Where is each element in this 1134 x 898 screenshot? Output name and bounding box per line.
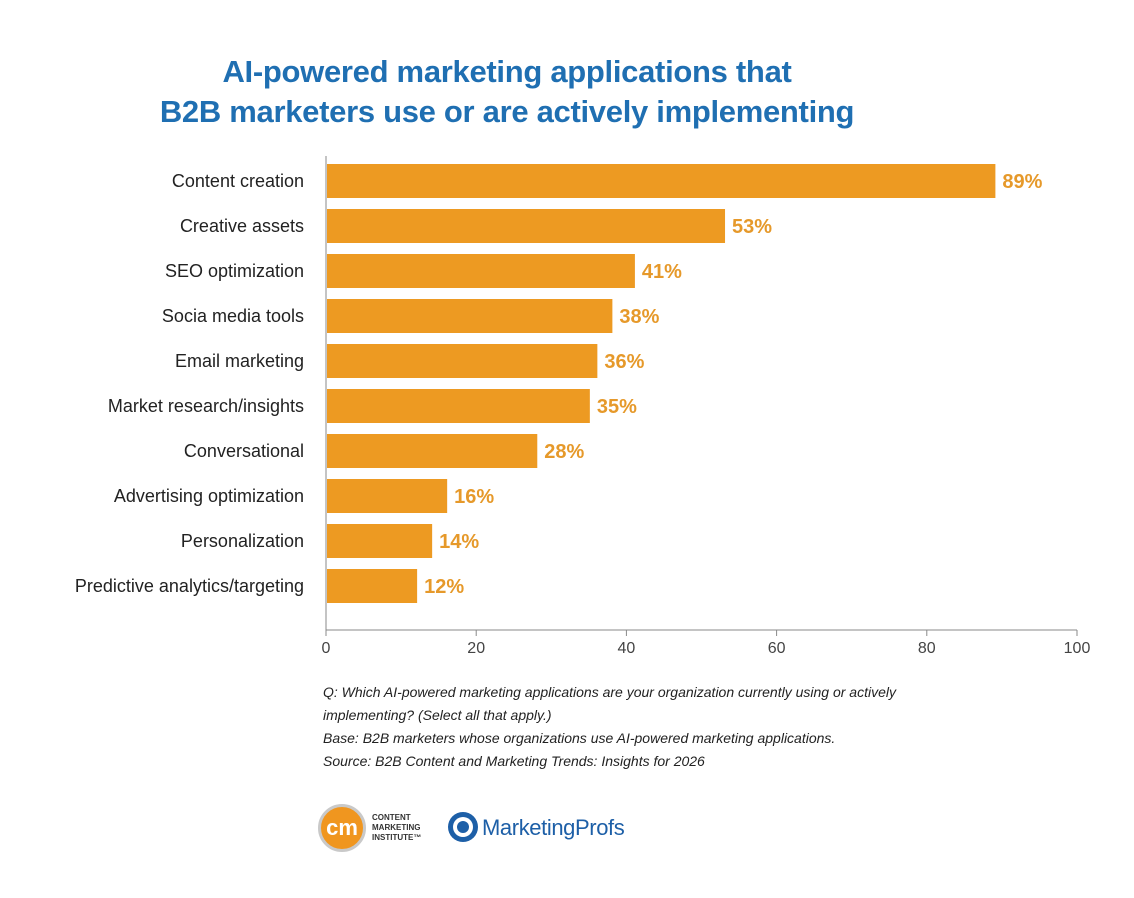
x-tick-label: 100 xyxy=(1064,640,1091,657)
category-label: Content creation xyxy=(172,171,304,191)
cmi-badge-icon: cm xyxy=(318,804,366,852)
note-question-line-2: implementing? (Select all that apply.) xyxy=(323,707,552,723)
category-label: Predictive analytics/targeting xyxy=(75,576,304,596)
x-tick-label: 40 xyxy=(618,640,636,657)
x-tick-label: 80 xyxy=(918,640,936,657)
value-label: 12% xyxy=(424,576,464,598)
value-label: 41% xyxy=(642,261,682,283)
category-label: SEO optimization xyxy=(165,261,304,281)
note-source: Source: B2B Content and Marketing Trends… xyxy=(323,753,705,769)
cmi-wordmark: CONTENT MARKETING INSTITUTE™ xyxy=(372,813,422,842)
value-label: 28% xyxy=(544,441,584,463)
x-tick-label: 20 xyxy=(467,640,485,657)
value-label: 53% xyxy=(732,216,772,238)
value-label: 36% xyxy=(604,351,644,373)
value-label: 38% xyxy=(619,306,659,328)
bar xyxy=(327,389,590,423)
chart-title: AI-powered marketing applications that B… xyxy=(0,52,1014,132)
x-tick-label: 60 xyxy=(768,640,786,657)
category-label: Advertising optimization xyxy=(114,486,304,506)
value-label: 89% xyxy=(1002,171,1042,193)
x-tick-label: 0 xyxy=(322,640,331,657)
value-label: 14% xyxy=(439,531,479,553)
bar xyxy=(327,524,433,558)
bar xyxy=(327,434,538,468)
value-label: 16% xyxy=(454,486,494,508)
category-label: Email marketing xyxy=(175,351,304,371)
bar xyxy=(327,344,598,378)
category-label: Market research/insights xyxy=(108,396,304,416)
bar xyxy=(327,479,448,513)
marketingprofs-logo: MarketingProfs xyxy=(448,810,648,846)
marketingprofs-icon xyxy=(448,812,478,842)
bar xyxy=(327,569,418,603)
note-question-line-1: Q: Which AI-powered marketing applicatio… xyxy=(323,684,896,700)
category-label: Creative assets xyxy=(180,216,304,236)
chart-title-line-2: B2B marketers use or are actively implem… xyxy=(159,94,855,129)
marketingprofs-wordmark: MarketingProfs xyxy=(482,815,625,840)
chart-notes: Q: Which AI-powered marketing applicatio… xyxy=(323,681,1023,773)
category-label: Personalization xyxy=(181,531,304,551)
category-label: Conversational xyxy=(184,441,304,461)
bar xyxy=(327,164,996,198)
value-label: 35% xyxy=(597,396,637,418)
note-base: Base: B2B marketers whose organizations … xyxy=(323,730,836,746)
category-label: Socia media tools xyxy=(162,306,304,326)
chart-title-line-1: AI-powered marketing applications that xyxy=(222,54,792,89)
cmi-logo: cm CONTENT MARKETING INSTITUTE™ xyxy=(318,802,478,856)
bar xyxy=(327,299,613,333)
bar xyxy=(327,209,726,243)
bar xyxy=(327,254,635,288)
